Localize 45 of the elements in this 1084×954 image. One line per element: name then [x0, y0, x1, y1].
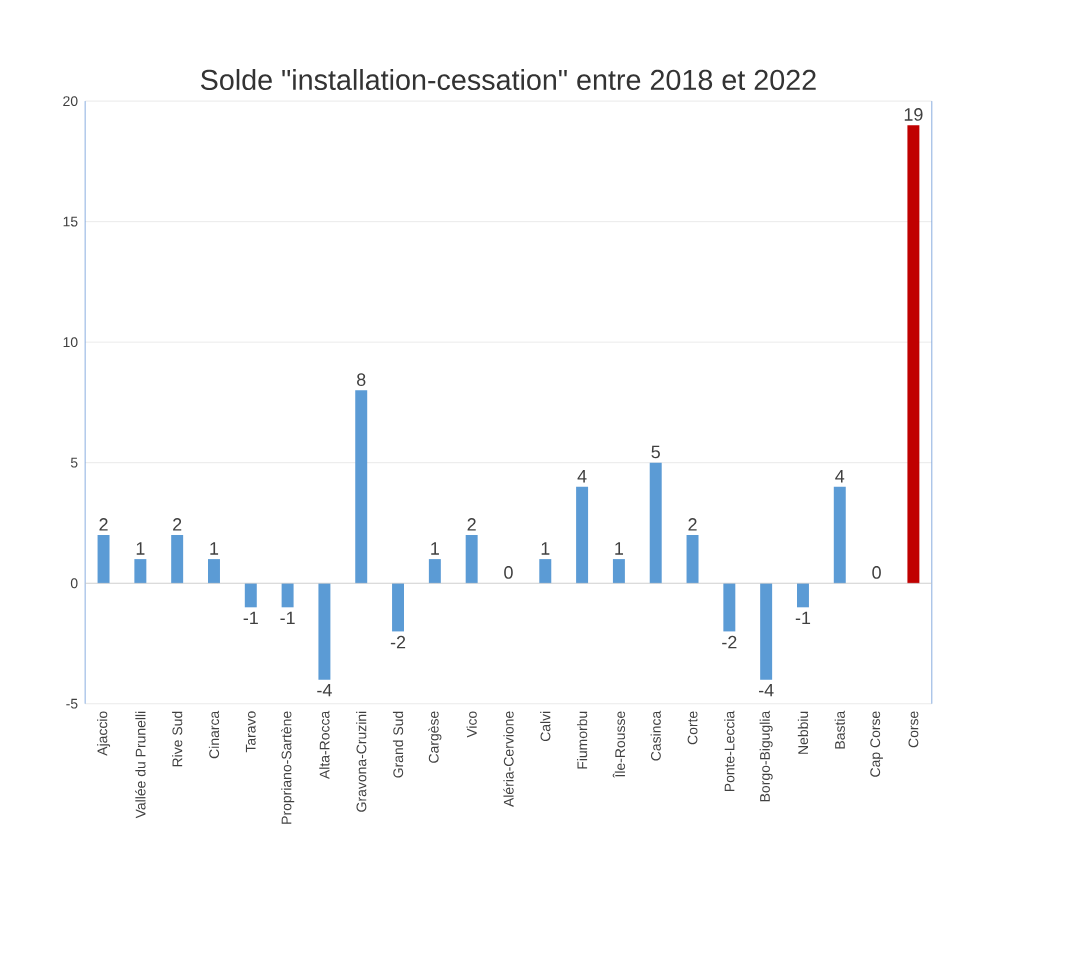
bar: [97, 535, 110, 584]
bar: [907, 125, 920, 584]
chart-title: Solde "installation-cessation" entre 2018 et 2022: [200, 69, 816, 91]
bar: [612, 559, 625, 584]
bar: [539, 559, 552, 584]
data-label: 1: [615, 542, 624, 555]
bar: [281, 583, 294, 608]
data-label: 1: [541, 542, 550, 555]
data-label: 1: [136, 542, 145, 555]
data-label: -2: [390, 636, 406, 649]
data-label: -1: [243, 611, 258, 625]
data-label: 2: [173, 518, 182, 531]
data-label: 8: [357, 373, 366, 387]
bar: [796, 583, 809, 608]
data-label: 4: [835, 470, 845, 483]
bar: [244, 583, 257, 608]
bar: [355, 390, 368, 584]
bar: [428, 559, 441, 584]
data-label: -4: [758, 684, 774, 697]
data-label: 2: [688, 518, 697, 531]
data-label: 1: [431, 542, 439, 555]
data-label: 19: [904, 108, 923, 122]
bar: [833, 487, 846, 584]
data-label: 2: [99, 518, 108, 531]
data-label: -1: [795, 611, 811, 625]
bar: [465, 535, 478, 584]
bar: [208, 559, 220, 584]
data-label: -1: [280, 611, 295, 625]
bar: [576, 487, 589, 584]
data-label: 4: [577, 470, 587, 483]
bar: [171, 535, 184, 584]
bar: [318, 583, 331, 680]
bar: [760, 583, 773, 680]
data-label: 5: [651, 446, 660, 459]
data-label: 2: [467, 518, 476, 531]
data-label: 0: [872, 566, 881, 580]
bar: [723, 583, 736, 632]
data-label: 1: [210, 542, 219, 555]
data-label: -4: [317, 684, 332, 697]
data-label: -2: [722, 636, 737, 649]
data-label: 0: [504, 566, 513, 580]
bar: [392, 583, 405, 632]
bar: [134, 559, 147, 584]
bar: [649, 462, 662, 584]
bar: [686, 535, 699, 584]
